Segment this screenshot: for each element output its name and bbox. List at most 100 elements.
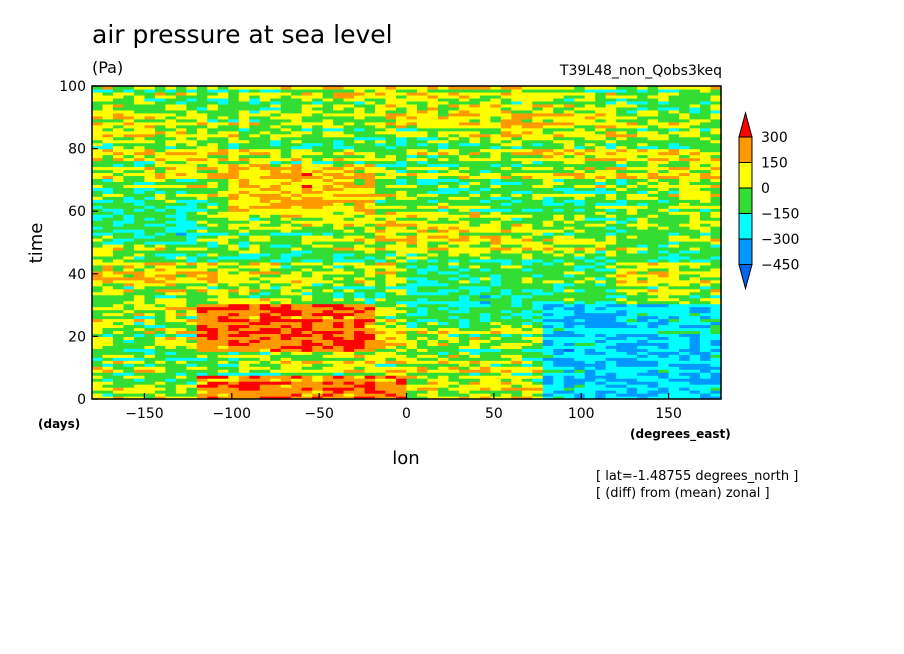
heatmap-cell — [689, 276, 701, 281]
heatmap-cell — [133, 393, 146, 397]
heatmap-cell — [112, 270, 125, 275]
heatmap-cell — [375, 324, 387, 329]
heatmap-cell — [584, 187, 596, 191]
heatmap-cell — [186, 178, 198, 182]
heatmap-cell — [144, 232, 156, 236]
heatmap-cell — [679, 238, 691, 242]
heatmap-cell — [511, 375, 523, 379]
heatmap-cell — [437, 208, 450, 212]
heatmap-cell — [165, 351, 177, 355]
heatmap-cell — [270, 229, 282, 233]
heatmap-cell — [616, 339, 628, 343]
heatmap-cell — [207, 366, 219, 370]
heatmap-cell — [427, 321, 439, 326]
heatmap-cell — [228, 181, 240, 185]
heatmap-cell — [700, 187, 712, 191]
heatmap-cell — [217, 169, 229, 174]
heatmap-cell — [217, 235, 229, 239]
heatmap-cell — [616, 354, 628, 358]
heatmap-cell — [637, 327, 649, 332]
heatmap-cell — [626, 300, 638, 305]
heatmap-cell — [542, 193, 554, 197]
heatmap-cell — [354, 241, 366, 245]
heatmap-cell — [479, 190, 491, 194]
heatmap-cell — [427, 190, 439, 194]
heatmap-cell — [102, 297, 114, 302]
heatmap-cell — [458, 387, 470, 391]
heatmap-cell — [228, 178, 240, 182]
experiment-label: T39L48_non_Qobs3keq — [559, 63, 722, 79]
heatmap-cell — [542, 199, 554, 203]
heatmap-cell — [595, 270, 607, 275]
heatmap-cell — [521, 384, 533, 388]
heatmap-cell — [458, 232, 470, 236]
heatmap-cell — [574, 297, 586, 302]
heatmap-cell — [427, 178, 439, 182]
heatmap-cell — [647, 196, 659, 200]
heatmap-cell — [396, 351, 408, 355]
heatmap-cell — [165, 396, 177, 400]
heatmap-cell — [154, 235, 166, 239]
heatmap-cell — [322, 187, 334, 191]
heatmap-cell — [500, 172, 512, 177]
heatmap-cell — [563, 330, 575, 335]
heatmap-cell — [154, 220, 166, 224]
heatmap-cell — [228, 151, 240, 156]
heatmap-cell — [448, 163, 460, 168]
heatmap-cell — [479, 330, 491, 335]
heatmap-cell — [322, 330, 334, 335]
heatmap-cell — [427, 300, 439, 305]
heatmap-cell — [406, 300, 418, 305]
heatmap-cell — [133, 211, 146, 215]
heatmap-cell — [312, 276, 324, 281]
heatmap-cell — [312, 211, 324, 215]
heatmap-cell — [102, 354, 114, 358]
heatmap-cell — [102, 390, 114, 394]
heatmap-cell — [291, 202, 303, 206]
heatmap-cell — [542, 315, 554, 320]
heatmap-cell — [175, 160, 187, 165]
heatmap-cell — [469, 387, 481, 391]
heatmap-cell — [479, 241, 491, 245]
heatmap-cell — [647, 375, 659, 379]
heatmap-cell — [458, 264, 470, 269]
heatmap-cell — [532, 261, 544, 266]
heatmap-cell — [343, 336, 355, 340]
heatmap-cell — [490, 336, 502, 340]
heatmap-cell — [291, 208, 303, 212]
heatmap-cell — [249, 226, 261, 230]
heatmap-cell — [92, 205, 104, 209]
heatmap-cell — [375, 163, 387, 168]
heatmap-cell — [217, 366, 229, 370]
heatmap-cell — [186, 282, 198, 287]
heatmap-cell — [270, 243, 282, 248]
heatmap-cell — [102, 330, 114, 335]
heatmap-cell — [343, 330, 355, 335]
heatmap-cell — [584, 193, 596, 197]
heatmap-cell — [469, 309, 481, 314]
heatmap-cell — [605, 366, 617, 370]
heatmap-cell — [385, 303, 397, 308]
heatmap-cell — [322, 354, 334, 358]
heatmap-cell — [679, 360, 691, 364]
heatmap-cell — [343, 342, 355, 346]
heatmap-cell — [490, 166, 502, 171]
heatmap-cell — [584, 279, 596, 284]
heatmap-cell — [511, 306, 523, 311]
heatmap-cell — [595, 157, 607, 162]
heatmap-cell — [458, 184, 470, 188]
heatmap-cell — [186, 369, 198, 373]
heatmap-cell — [511, 357, 523, 361]
heatmap-cell — [532, 333, 544, 337]
heatmap-cell — [521, 208, 533, 212]
heatmap-cell — [490, 214, 502, 218]
heatmap-cell — [647, 232, 659, 236]
heatmap-cell — [437, 229, 450, 233]
heatmap-cell — [437, 163, 450, 168]
heatmap-cell — [333, 369, 345, 373]
heatmap-cell — [228, 205, 240, 209]
heatmap-cell — [396, 297, 408, 302]
heatmap-cell — [511, 193, 523, 197]
heatmap-cell — [637, 396, 649, 400]
heatmap-cell — [364, 264, 376, 269]
